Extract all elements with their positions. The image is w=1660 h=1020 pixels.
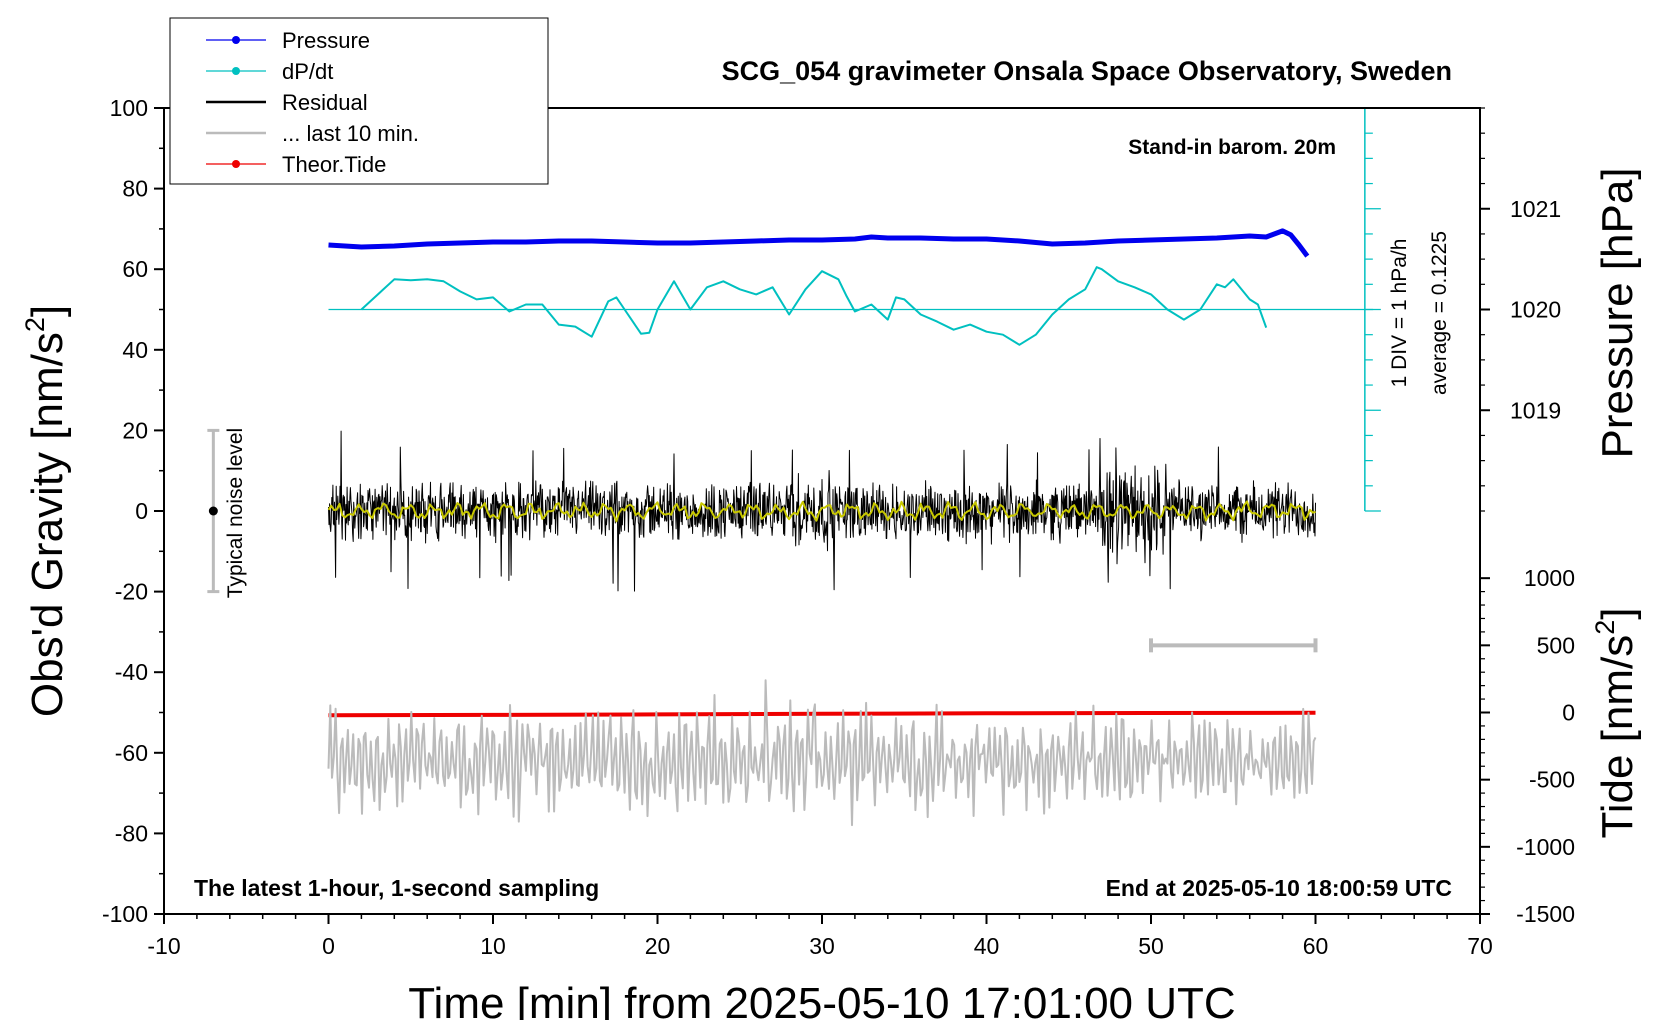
legend-label-theor-tide: Theor.Tide: [282, 152, 386, 177]
y-tick-label: 60: [122, 256, 148, 282]
axis-labels: -10 0 10 20 30 40 50 60 70100806040200-20-40-60-…: [102, 95, 1575, 959]
x-tick-label: 50: [1138, 933, 1164, 959]
y-tick-label: -40: [115, 659, 148, 685]
chart-title: SCG_054 gravimeter Onsala Space Observat…: [722, 56, 1452, 86]
y-axis-label-suffix: ]: [23, 305, 72, 317]
average-label: average = 0.1225: [1428, 231, 1451, 395]
x-tick-label: -10: [147, 933, 180, 959]
end-note: End at 2025-05-10 18:00:59 UTC: [1106, 875, 1452, 901]
legend: Pressure dP/dt Residual ... last 10 min. The…: [169, 17, 549, 185]
legend-entry-last-10-min: ... last 10 min.: [206, 121, 419, 146]
pressure-tick-label: 1021: [1510, 196, 1561, 222]
legend-marker-theor-tide: [232, 160, 240, 168]
legend-entry-residual: Residual: [206, 90, 368, 115]
x-tick-label: 70: [1467, 933, 1493, 959]
smoothed-residual: [327, 500, 1316, 523]
x-tick-label: 20: [645, 933, 671, 959]
y-tick-label: -20: [115, 579, 148, 605]
noise-dot: [208, 506, 218, 516]
barometer-note: Stand-in barom. 20m: [1128, 136, 1336, 159]
data-layer: [207, 107, 1381, 827]
noise-label: Typical noise level: [224, 428, 247, 598]
latest-note: The latest 1-hour, 1-second sampling: [194, 875, 599, 901]
legend-label-residual: Residual: [282, 90, 368, 115]
pressure-axis-label: Pressure [hPa]: [1593, 167, 1642, 458]
pressure-tick-label: 1019: [1510, 397, 1561, 423]
tide-line: [328, 710, 1316, 718]
x-tick-label: 10: [480, 933, 506, 959]
legend-entry-pressure: Pressure: [206, 28, 370, 53]
legend-entry-theor-tide: Theor.Tide: [206, 152, 386, 177]
div-label: 1 DIV = 1 hPa/h: [1388, 239, 1411, 388]
tide-axis-label-main: Tide [nm/s: [1593, 635, 1642, 839]
legend-label-dp-dt: dP/dt: [282, 59, 333, 84]
legend-marker-dp-dt: [232, 67, 240, 75]
y-tick-label: 0: [135, 498, 148, 524]
tide-axis-label-suffix: ]: [1593, 607, 1642, 619]
y-tick-label: -100: [102, 901, 148, 927]
tide-tick-label: -500: [1529, 767, 1575, 793]
y-axis-label-main: Obs'd Gravity [nm/s: [23, 332, 72, 717]
residual-trace: [328, 430, 1316, 592]
x-tick-label: 30: [809, 933, 835, 959]
tide-axis-label-sup: 2: [1590, 620, 1620, 635]
tide-tick-label: -1000: [1516, 834, 1575, 860]
legend-items: Pressure dP/dt Residual ... last 10 min. The…: [206, 28, 419, 177]
y-tick-label: 100: [110, 95, 148, 121]
y-axis-label-sup: 2: [20, 317, 50, 332]
last-10-min-trace: [327, 679, 1317, 827]
dpdt-line: [360, 266, 1268, 346]
tide-tick-label: -1500: [1516, 901, 1575, 927]
y-tick-label: 20: [122, 417, 148, 443]
tide-tick-label: 0: [1562, 700, 1575, 726]
legend-label-last-10-min: ... last 10 min.: [282, 121, 419, 146]
x-axis-label: Time [min] from 2025-05-10 17:01:00 UTC: [408, 979, 1235, 1020]
y-tick-label: 40: [122, 337, 148, 363]
y-tick-label: 80: [122, 176, 148, 202]
pressure-line: [328, 228, 1310, 258]
axis-ticks: [154, 107, 1490, 924]
y-axis-label: Obs'd Gravity [nm/s2]: [20, 305, 72, 717]
x-tick-label: 40: [974, 933, 1000, 959]
x-tick-label: 0: [322, 933, 335, 959]
x-tick-label: 60: [1303, 933, 1329, 959]
tide-tick-label: 1000: [1524, 565, 1575, 591]
tide-axis-label: Tide [nm/s2]: [1590, 607, 1642, 838]
legend-marker-pressure: [232, 36, 240, 44]
y-tick-label: -60: [115, 740, 148, 766]
legend-entry-dp-dt: dP/dt: [206, 59, 333, 84]
pressure-tick-label: 1020: [1510, 297, 1561, 323]
y-tick-label: -80: [115, 820, 148, 846]
tide-tick-label: 500: [1537, 632, 1575, 658]
legend-label-pressure: Pressure: [282, 28, 370, 53]
